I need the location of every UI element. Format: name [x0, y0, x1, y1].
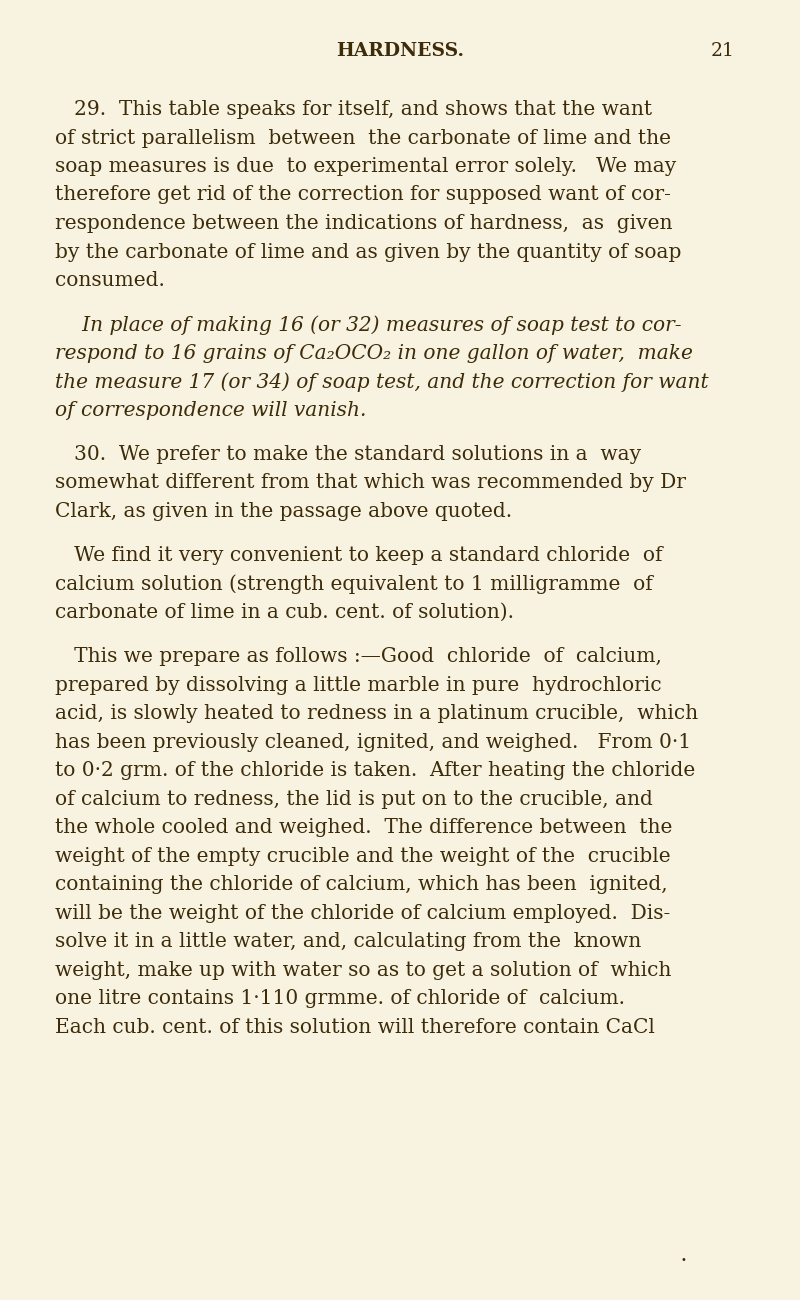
Text: This we prepare as follows :—Good  chloride  of  calcium,: This we prepare as follows :—Good chlori… — [55, 647, 662, 666]
Text: of correspondence will vanish.: of correspondence will vanish. — [55, 400, 366, 420]
Text: one litre contains 1·110 grmme. of chloride of  calcium.: one litre contains 1·110 grmme. of chlor… — [55, 989, 625, 1009]
Text: respond to 16 grains of Ca₂OCO₂ in one gallon of water,  make: respond to 16 grains of Ca₂OCO₂ in one g… — [55, 343, 693, 363]
Text: somewhat different from that which was recommended by Dr: somewhat different from that which was r… — [55, 473, 686, 493]
Text: Clark, as given in the passage above quoted.: Clark, as given in the passage above quo… — [55, 502, 512, 521]
Text: •: • — [680, 1254, 686, 1265]
Text: prepared by dissolving a little marble in pure  hydrochloric: prepared by dissolving a little marble i… — [55, 676, 662, 694]
Text: of strict parallelism  between  the carbonate of lime and the: of strict parallelism between the carbon… — [55, 129, 671, 147]
Text: to 0·2 grm. of the chloride is taken.  After heating the chloride: to 0·2 grm. of the chloride is taken. Af… — [55, 762, 695, 780]
Text: HARDNESS.: HARDNESS. — [336, 42, 464, 60]
Text: weight, make up with water so as to get a solution of  which: weight, make up with water so as to get … — [55, 961, 671, 980]
Text: acid, is slowly heated to redness in a platinum crucible,  which: acid, is slowly heated to redness in a p… — [55, 705, 698, 723]
Text: solve it in a little water, and, calculating from the  known: solve it in a little water, and, calcula… — [55, 932, 642, 952]
Text: 29.  This table speaks for itself, and shows that the want: 29. This table speaks for itself, and sh… — [55, 100, 652, 120]
Text: respondence between the indications of hardness,  as  given: respondence between the indications of h… — [55, 214, 673, 233]
Text: containing the chloride of calcium, which has been  ignited,: containing the chloride of calcium, whic… — [55, 875, 668, 894]
Text: has been previously cleaned, ignited, and weighed.   From 0·1: has been previously cleaned, ignited, an… — [55, 733, 691, 751]
Text: the whole cooled and weighed.  The difference between  the: the whole cooled and weighed. The differ… — [55, 818, 672, 837]
Text: soap measures is due  to experimental error solely.   We may: soap measures is due to experimental err… — [55, 157, 676, 176]
Text: weight of the empty crucible and the weight of the  crucible: weight of the empty crucible and the wei… — [55, 846, 670, 866]
Text: Each cub. cent. of this solution will therefore contain CaCl: Each cub. cent. of this solution will th… — [55, 1018, 655, 1036]
Text: carbonate of lime in a cub. cent. of solution).: carbonate of lime in a cub. cent. of sol… — [55, 603, 514, 621]
Text: 30.  We prefer to make the standard solutions in a  way: 30. We prefer to make the standard solut… — [55, 445, 641, 464]
Text: consumed.: consumed. — [55, 270, 165, 290]
Text: of calcium to redness, the lid is put on to the crucible, and: of calcium to redness, the lid is put on… — [55, 789, 653, 809]
Text: by the carbonate of lime and as given by the quantity of soap: by the carbonate of lime and as given by… — [55, 243, 682, 261]
Text: 21: 21 — [711, 42, 735, 60]
Text: We find it very convenient to keep a standard chloride  of: We find it very convenient to keep a sta… — [55, 546, 662, 566]
Text: the measure 17 (or 34) of soap test, and the correction for want: the measure 17 (or 34) of soap test, and… — [55, 372, 709, 391]
Text: will be the weight of the chloride of calcium employed.  Dis-: will be the weight of the chloride of ca… — [55, 903, 670, 923]
Text: calcium solution (strength equivalent to 1 milligramme  of: calcium solution (strength equivalent to… — [55, 575, 653, 594]
Text: therefore get rid of the correction for supposed want of cor-: therefore get rid of the correction for … — [55, 186, 671, 204]
Text: In place of making 16 (or 32) measures of soap test to cor-: In place of making 16 (or 32) measures o… — [55, 315, 682, 335]
